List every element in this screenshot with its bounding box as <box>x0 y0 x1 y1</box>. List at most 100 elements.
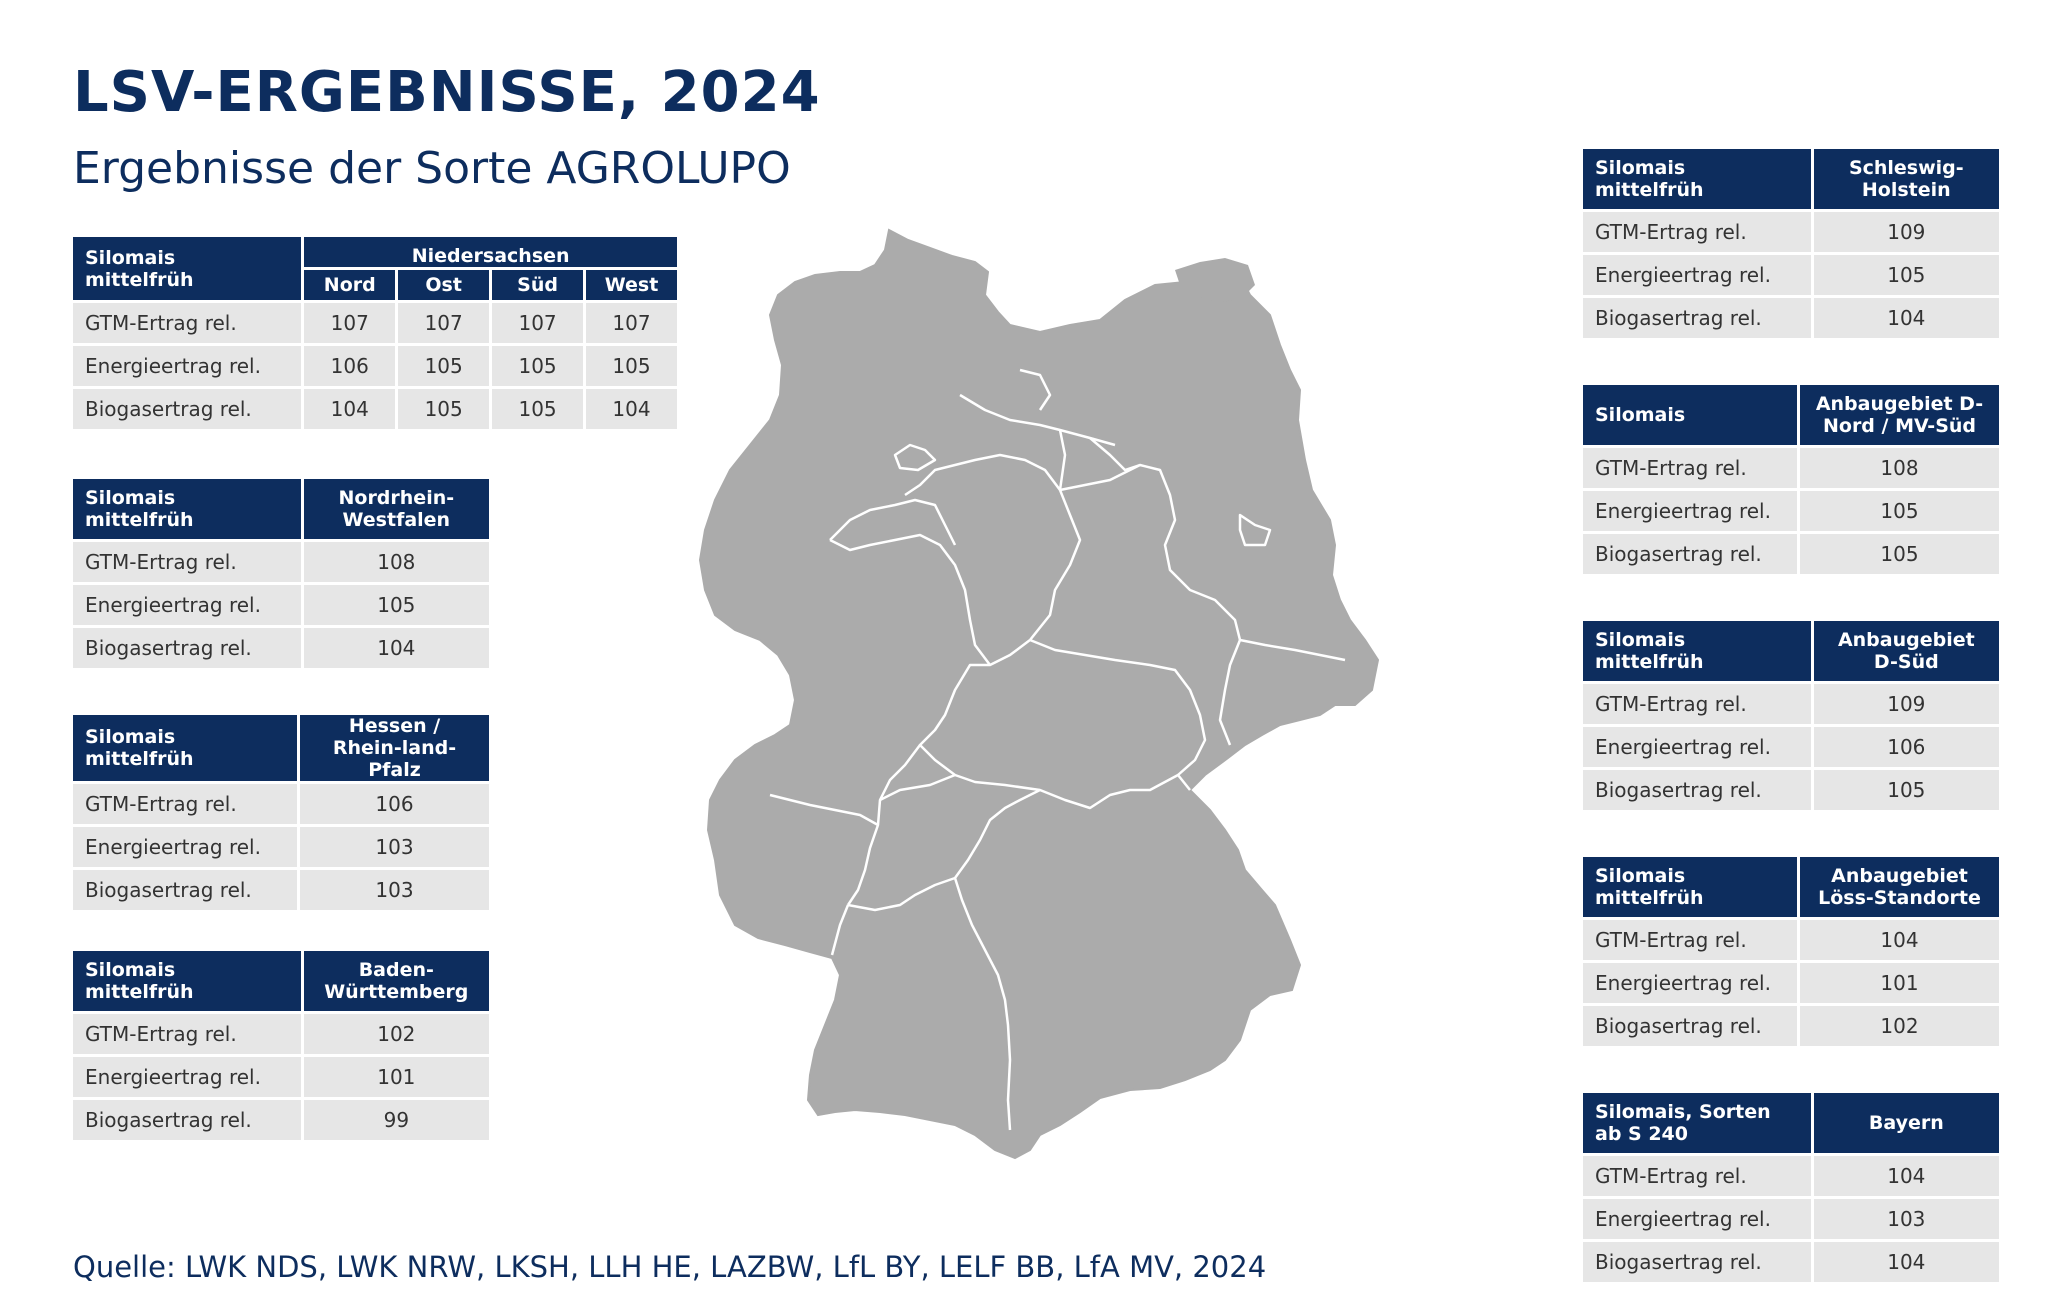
row-label: Energieertrag rel. <box>1583 727 1811 767</box>
row-label: Biogasertrag rel. <box>1583 1242 1811 1282</box>
table-row: Biogasertrag rel. 99 <box>73 1100 489 1140</box>
row-value: 105 <box>398 346 490 386</box>
table-row: Biogasertrag rel. 102 <box>1583 1006 1999 1046</box>
header-region-text: Baden-Württemberg <box>324 959 469 1003</box>
table-row: Energieertrag rel. 106 <box>1583 727 1999 767</box>
table-row: Energieertrag rel. 103 <box>1583 1199 1999 1239</box>
header-region-text: Anbaugebiet D-Nord / MV-Süd <box>1815 393 1984 437</box>
germany-outline <box>698 228 1380 1160</box>
row-label: Biogasertrag rel. <box>1583 1006 1797 1046</box>
table-row: Energieertrag rel. 106 105 105 105 <box>73 346 677 386</box>
header-region-text: Schleswig-Holstein <box>1848 157 1964 201</box>
table-row: Biogasertrag rel. 104 105 105 104 <box>73 389 677 429</box>
hessen-rlp-table: Silomais mittelfrüh Hessen / Rhein-land-… <box>70 712 492 913</box>
table-row: GTM-Ertrag rel. 109 <box>1583 684 1999 724</box>
row-value: 108 <box>303 542 489 582</box>
row-value: 104 <box>1813 1156 1999 1196</box>
table-row: GTM-Ertrag rel. 108 <box>1583 448 1999 488</box>
table-row: GTM-Ertrag rel. 109 <box>1583 212 1999 252</box>
row-value: 101 <box>303 1057 489 1097</box>
row-value: 104 <box>1800 920 1999 960</box>
table-header-region: Nordrhein-Westfalen <box>303 479 489 539</box>
row-value: 105 <box>398 389 490 429</box>
header-label-text: Silomais <box>1595 404 1686 426</box>
niedersachsen-table: Silomais mittelfrüh Niedersachsen Nord O… <box>70 234 680 432</box>
table-header-region: Bayern <box>1813 1093 1999 1153</box>
header-region-text: Hessen / Rhein-land-Pfalz <box>332 715 457 781</box>
bayern-table: Silomais, Sorten ab S 240 Bayern GTM-Ert… <box>1580 1090 2002 1285</box>
header-label-text: Silomais mittelfrüh <box>85 959 194 1003</box>
table-row: GTM-Ertrag rel. 106 <box>73 784 489 824</box>
header-region-text: Nordrhein-Westfalen <box>338 487 455 531</box>
row-label: Energieertrag rel. <box>73 1057 301 1097</box>
table-header-label: Silomais mittelfrüh <box>73 479 301 539</box>
row-label: GTM-Ertrag rel. <box>73 784 297 824</box>
table-row: GTM-Ertrag rel. 104 <box>1583 920 1999 960</box>
row-value: 101 <box>1800 963 1999 1003</box>
header-label-text: Silomais mittelfrüh <box>1595 865 1704 909</box>
table-row: GTM-Ertrag rel. 107 107 107 107 <box>73 303 677 343</box>
header-label-text: Silomais mittelfrüh <box>85 726 194 770</box>
table-row: Energieertrag rel. 105 <box>1583 255 1999 295</box>
table-row: GTM-Ertrag rel. 108 <box>73 542 489 582</box>
row-label: Biogasertrag rel. <box>1583 770 1811 810</box>
row-value: 105 <box>1800 491 1999 531</box>
table-row: Biogasertrag rel. 104 <box>1583 1242 1999 1282</box>
row-value: 104 <box>586 389 677 429</box>
table-header-label: Silomais mittelfrüh <box>73 237 302 300</box>
baltic-islands <box>1175 258 1255 302</box>
table-header-region: Niedersachsen <box>304 237 677 267</box>
row-value: 108 <box>1800 448 1999 488</box>
table-header-region: Baden-Württemberg <box>303 951 489 1011</box>
row-label: GTM-Ertrag rel. <box>1583 684 1811 724</box>
row-value: 103 <box>300 870 489 910</box>
table-row: Biogasertrag rel. 105 <box>1583 534 1999 574</box>
row-value: 106 <box>300 784 489 824</box>
row-value: 104 <box>1813 298 1999 338</box>
table-header-region: Hessen / Rhein-land-Pfalz <box>300 715 489 781</box>
table-row: Energieertrag rel. 101 <box>73 1057 489 1097</box>
row-value: 105 <box>303 585 489 625</box>
header-region-text: Bayern <box>1868 1112 1944 1134</box>
row-value: 106 <box>304 346 396 386</box>
bw-table: Silomais mittelfrüh Baden-Württemberg GT… <box>70 948 492 1143</box>
source-note: Quelle: LWK NDS, LWK NRW, LKSH, LLH HE, … <box>73 1250 1267 1284</box>
row-value: 107 <box>304 303 396 343</box>
row-value: 107 <box>492 303 584 343</box>
row-value: 105 <box>492 346 584 386</box>
row-value: 106 <box>1813 727 1999 767</box>
row-label: Biogasertrag rel. <box>73 1100 301 1140</box>
header-label-text: Silomais mittelfrüh <box>85 487 194 531</box>
row-label: Biogasertrag rel. <box>1583 534 1797 574</box>
row-value: 103 <box>1813 1199 1999 1239</box>
row-label: Energieertrag rel. <box>73 585 301 625</box>
dnord-table: Silomais Anbaugebiet D-Nord / MV-Süd GTM… <box>1580 382 2002 577</box>
table-header-region: Anbaugebiet D-Nord / MV-Süd <box>1800 385 1999 445</box>
table-row: GTM-Ertrag rel. 102 <box>73 1014 489 1054</box>
table-row: GTM-Ertrag rel. 104 <box>1583 1156 1999 1196</box>
table-header-region: Anbaugebiet D-Süd <box>1813 621 1999 681</box>
row-label: Biogasertrag rel. <box>73 870 297 910</box>
row-value: 105 <box>586 346 677 386</box>
header-label-text: Silomais mittelfrüh <box>85 246 194 291</box>
subregion-header: West <box>586 270 677 300</box>
row-label: GTM-Ertrag rel. <box>1583 448 1797 488</box>
page-subtitle: Ergebnisse der Sorte AGROLUPO <box>73 143 791 194</box>
table-row: Biogasertrag rel. 104 <box>1583 298 1999 338</box>
row-value: 104 <box>1813 1242 1999 1282</box>
row-label: Biogasertrag rel. <box>73 389 302 429</box>
table-header-region: Anbaugebiet Löss-Standorte <box>1800 857 1999 917</box>
row-value: 105 <box>492 389 584 429</box>
row-value: 105 <box>1813 770 1999 810</box>
loess-table: Silomais mittelfrüh Anbaugebiet Löss-Sta… <box>1580 854 2002 1049</box>
table-row: Biogasertrag rel. 105 <box>1583 770 1999 810</box>
state-borders <box>769 368 1346 1131</box>
table-row: Energieertrag rel. 101 <box>1583 963 1999 1003</box>
subregion-header: Süd <box>492 270 584 300</box>
nrw-table: Silomais mittelfrüh Nordrhein-Westfalen … <box>70 476 492 671</box>
table-row: Energieertrag rel. 105 <box>1583 491 1999 531</box>
row-value: 103 <box>300 827 489 867</box>
table-header-label: Silomais <box>1583 385 1797 445</box>
row-label: GTM-Ertrag rel. <box>1583 920 1797 960</box>
dsued-table: Silomais mittelfrüh Anbaugebiet D-Süd GT… <box>1580 618 2002 813</box>
